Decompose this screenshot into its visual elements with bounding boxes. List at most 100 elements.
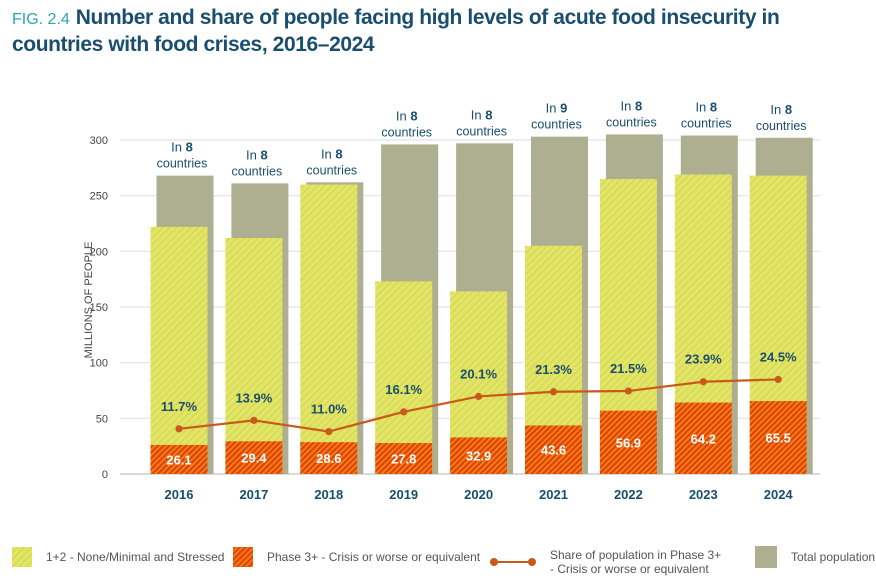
legend-label-line2: - Crisis or worse or equivalent [550,562,709,576]
x-tick-label: 2021 [539,487,568,502]
annotation-suffix: countries [456,124,507,138]
x-tick-label: 2018 [314,487,343,502]
annotation-suffix: countries [306,163,357,177]
share-value-label: 13.9% [235,390,272,405]
y-tick-label: 200 [90,246,108,258]
x-tick-label: 2019 [389,487,418,502]
bar-phase3 [300,442,358,474]
annotation-suffix: countries [606,115,657,129]
bar-phase3 [525,425,582,474]
legend: 1+2 - None/Minimal and Stressed Phase 3+… [0,540,876,578]
annotation-prefix: In [546,101,560,116]
country-count-annotation: In 8 [471,107,493,122]
x-tick-label: 2016 [165,487,194,502]
bar-phase3 [749,401,807,474]
phase3-value-label: 32.9 [466,449,491,464]
phase3-value-label: 64.2 [691,431,716,446]
annotation-suffix: countries [232,164,283,178]
share-value-label: 11.7% [161,399,198,414]
country-count-annotation: In 8 [621,98,643,113]
share-value-label: 20.1% [460,366,497,381]
legend-item-stressed: 1+2 - None/Minimal and Stressed [12,547,224,567]
y-tick-label: 0 [102,469,108,481]
y-tick-label: 100 [90,358,108,370]
title-text: Number and share of people facing high l… [12,6,780,56]
legend-label: 1+2 - None/Minimal and Stressed [46,550,225,564]
share-point [475,392,483,401]
x-tick-label: 2020 [464,487,493,502]
annotation-prefix: In [246,147,260,162]
annotation-suffix: countries [157,157,208,171]
share-point [774,375,782,384]
annotation-count: 8 [261,147,268,162]
phase3-value-label: 65.5 [766,431,791,446]
y-tick-label: 50 [96,413,108,425]
annotation-count: 8 [485,107,492,122]
annotation-prefix: In [471,107,485,122]
share-point [699,378,707,386]
bar-phase3 [225,441,283,474]
legend-swatch-phase3 [233,547,253,567]
legend-line-icon [490,556,536,568]
y-tick-label: 150 [90,302,108,314]
legend-item-phase3: Phase 3+ - Crisis or worse or equivalent [233,547,480,567]
share-value-label: 24.5% [760,349,797,364]
share-point [624,387,633,395]
y-tick-label: 250 [90,191,108,203]
phase3-value-label: 26.1 [166,452,191,467]
x-tick-label: 2023 [689,487,718,502]
bar-chart: 0 50 100 150 200 250 300 MILLIONS OF PEOPLE 26… [83,98,820,502]
phase3-value-label: 27.8 [391,452,416,467]
annotation-prefix: In [171,140,185,155]
x-tick-label: 2022 [614,487,643,502]
annotation-count: 8 [785,102,792,117]
annotation-count: 8 [635,98,642,113]
share-point [325,427,333,436]
country-count-annotation: In 8 [396,108,418,123]
bars [150,134,813,475]
annotation-count: 8 [410,108,417,123]
bar-phase3 [150,444,208,474]
x-axis-ticks: 2016 2017 2018 2019 2020 2021 2022 2023 2024 [165,487,794,502]
chart-title: FIG. 2.4 Number and share of people facin… [12,5,872,57]
phase3-value-label: 29.4 [241,451,267,466]
annotation-prefix: In [695,100,709,115]
bar-stressed [375,281,433,474]
annotation-suffix: countries [381,125,432,139]
share-value-label: 11.0% [311,402,348,417]
share-point [400,408,408,416]
x-tick-label: 2017 [239,487,268,502]
bar-phase3 [450,437,508,474]
bar-stressed [150,226,208,474]
annotation-prefix: In [770,102,784,117]
annotation-prefix: In [621,98,635,113]
country-count-annotation: In 8 [770,102,792,117]
bar-stressed [225,237,283,474]
legend-label: Total population [791,550,876,564]
annotation-prefix: In [321,146,335,161]
share-value-label: 16.1% [385,382,422,397]
annotation-count: 8 [335,146,342,161]
annotation-count: 8 [710,100,717,115]
legend-item-total: Total population [755,546,875,568]
legend-label-line1: Share of population in Phase 3+ [550,548,722,562]
y-tick-label: 300 [90,135,108,147]
annotation-count: 8 [186,140,193,155]
legend-label: Phase 3+ - Crisis or worse or equivalent [267,550,481,564]
share-point [250,416,258,424]
share-value-label: 23.9% [685,352,722,367]
bar-phase3 [674,402,732,474]
phase3-value-label: 43.6 [541,443,566,458]
figure-label: FIG. 2.4 [12,11,70,28]
annotation-suffix: countries [531,118,582,132]
annotation-suffix: countries [756,119,807,133]
share-line [175,375,782,436]
x-tick-label: 2024 [764,487,794,502]
legend-swatch-total [755,546,777,568]
share-point [175,425,183,433]
country-count-annotation: In 9 [546,101,568,116]
annotation-count: 9 [560,101,567,116]
annotation-suffix: countries [681,117,732,131]
country-annotations: In 8 countries In 8 countries In 8 countries I… [157,98,807,178]
country-count-annotation: In 8 [171,140,193,155]
